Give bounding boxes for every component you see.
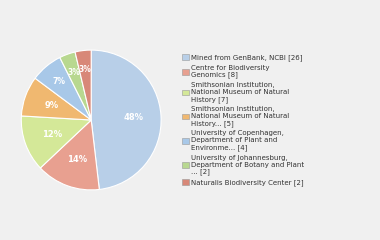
Wedge shape <box>40 120 99 190</box>
Text: 12%: 12% <box>42 130 62 139</box>
Legend: Mined from GenBank, NCBI [26], Centre for Biodiversity
Genomics [8], Smithsonian: Mined from GenBank, NCBI [26], Centre fo… <box>182 54 304 186</box>
Text: 3%: 3% <box>79 66 92 74</box>
Wedge shape <box>75 50 91 120</box>
Text: 3%: 3% <box>68 68 81 77</box>
Text: 14%: 14% <box>67 155 87 164</box>
Text: 48%: 48% <box>123 113 143 122</box>
Wedge shape <box>21 116 91 168</box>
Text: 9%: 9% <box>45 101 59 110</box>
Wedge shape <box>91 50 161 189</box>
Text: 7%: 7% <box>52 77 65 86</box>
Wedge shape <box>60 52 91 120</box>
Wedge shape <box>35 58 91 120</box>
Wedge shape <box>21 78 91 120</box>
